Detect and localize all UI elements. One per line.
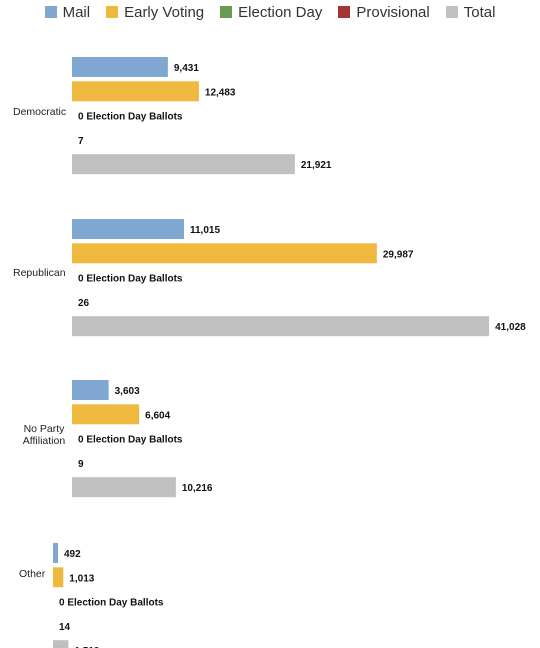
value-label-mail: 3,603 (115, 386, 140, 397)
value-label-provisional: 7 (78, 136, 84, 147)
legend-swatch-election-day (220, 6, 233, 18)
bar-total (72, 477, 176, 498)
value-label-election-day: 0 Election Day Ballots (78, 435, 183, 446)
bar-total (72, 316, 490, 337)
legend-label-early-voting: Early Voting (124, 3, 205, 21)
value-label-total: 21,921 (301, 160, 332, 171)
bar-mail (53, 543, 59, 563)
category-label: Other (19, 568, 46, 580)
legend-item-mail: Mail (44, 3, 91, 21)
category-label-line: Republican (13, 267, 66, 279)
bar-mail (72, 380, 109, 400)
category-label: Republican (13, 267, 66, 279)
chart-legend: Mail Early Voting Election Day Provisional T… (0, 0, 540, 24)
legend-label-election-day: Election Day (238, 3, 323, 21)
category-label-line: No Party (24, 423, 66, 435)
bar-early-voting (53, 567, 64, 588)
value-label-early-voting: 12,483 (205, 87, 236, 98)
category-label-line: Other (19, 568, 46, 580)
legend-item-total: Total (445, 3, 496, 21)
value-label-early-voting: 29,987 (383, 249, 414, 260)
bar-early-voting (72, 81, 199, 102)
value-label-total: 10,216 (182, 483, 213, 494)
bar-mail (72, 57, 168, 77)
legend-item-election-day: Election Day (220, 4, 322, 21)
legend-swatch-mail (44, 6, 57, 18)
category-label-line: Democratic (13, 106, 66, 118)
value-label-provisional: 14 (59, 622, 71, 633)
legend-label-total: Total (463, 3, 496, 21)
value-label-provisional: 26 (78, 298, 90, 309)
value-label-mail: 9,431 (174, 63, 199, 74)
bar-early-voting (72, 404, 140, 425)
category-label: Democratic (13, 106, 66, 118)
bar-early-voting (72, 243, 377, 264)
legend-swatch-provisional (338, 6, 351, 18)
legend-swatch-early-voting (106, 6, 119, 18)
bar-total (72, 154, 295, 175)
value-label-election-day: 0 Election Day Ballots (78, 274, 183, 285)
value-label-total: 1,519 (74, 646, 99, 648)
category-label: No Party Affiliation (23, 423, 66, 447)
legend-label-mail: Mail (62, 3, 91, 21)
category-label-line: Affiliation (23, 435, 66, 447)
value-label-early-voting: 1,013 (69, 573, 94, 584)
legend-label-provisional: Provisional (356, 3, 430, 21)
bar-total (53, 640, 69, 648)
legend-swatch-total (445, 6, 458, 18)
value-label-early-voting: 6,604 (145, 410, 170, 421)
value-label-mail: 11,015 (190, 225, 220, 236)
legend-item-provisional: Provisional (338, 3, 430, 21)
value-label-provisional: 9 (78, 459, 84, 470)
value-label-election-day: 0 Election Day Ballots (78, 112, 183, 123)
value-label-election-day: 0 Election Day Ballots (59, 598, 164, 609)
bar-mail (72, 219, 184, 239)
value-label-total: 41,028 (495, 322, 526, 333)
value-label-mail: 492 (64, 549, 81, 560)
legend-item-early-voting: Early Voting (106, 4, 204, 21)
